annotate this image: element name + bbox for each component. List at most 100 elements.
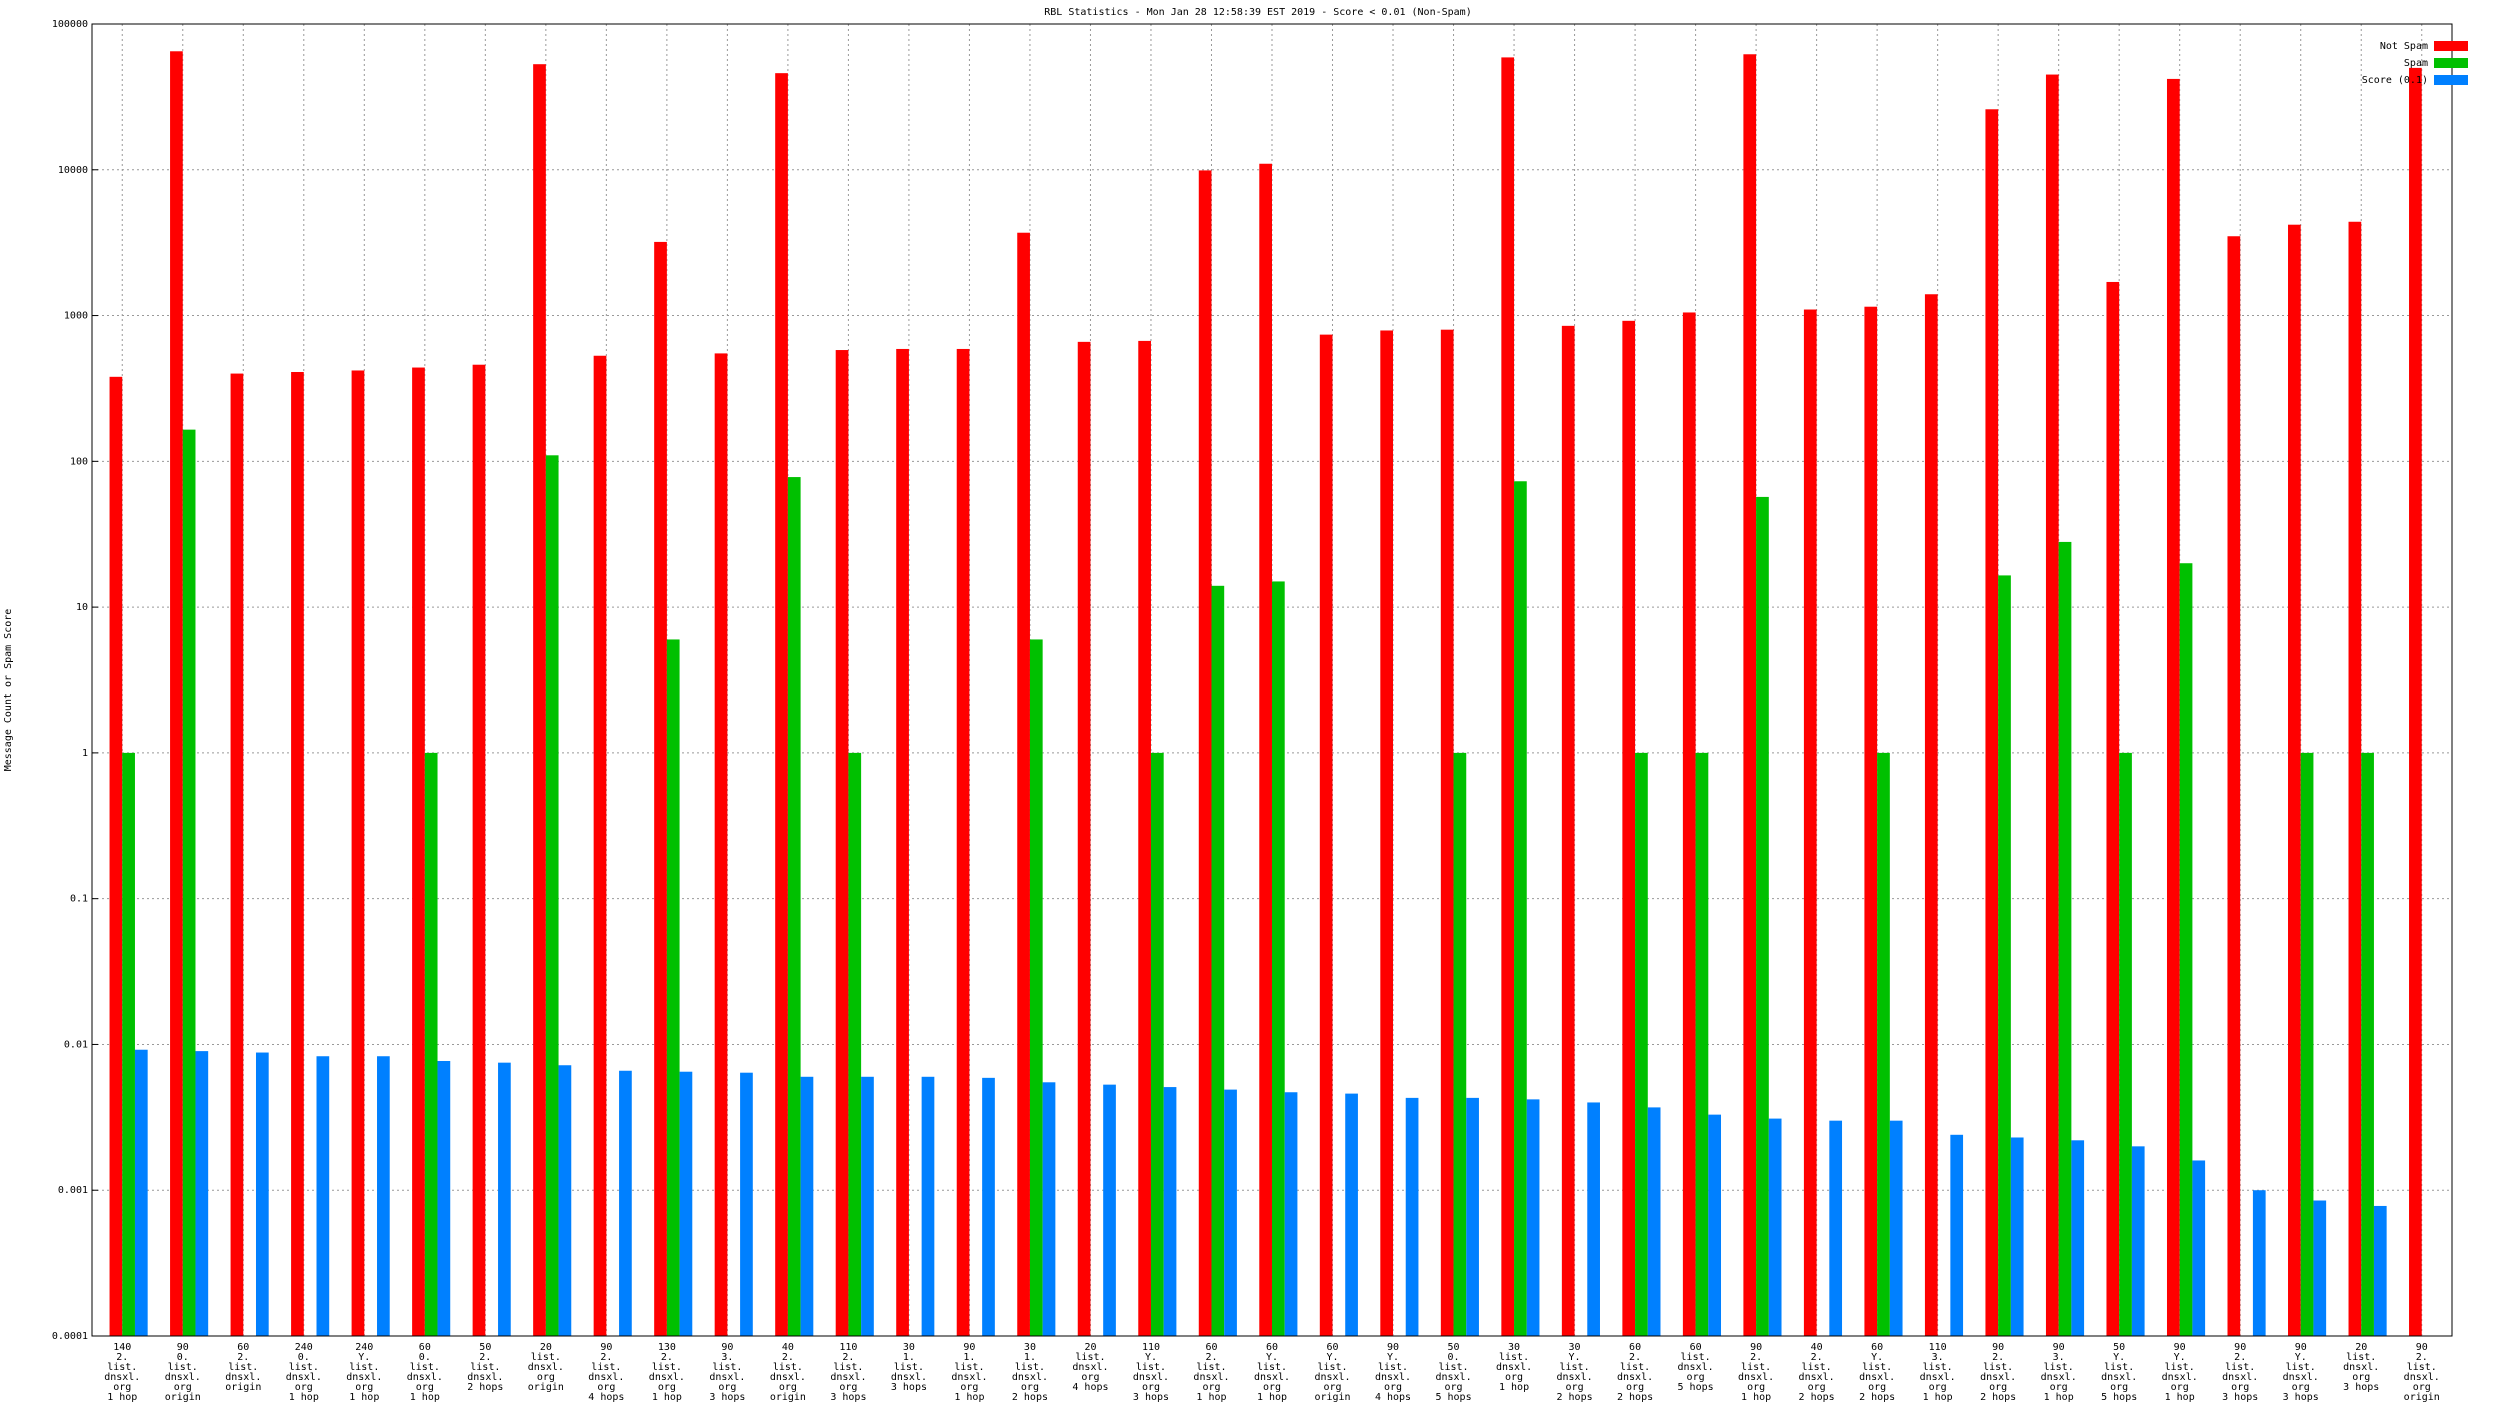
x-tick-label: 3 hops — [709, 1392, 745, 1403]
y-tick-label: 0.0001 — [52, 1331, 88, 1342]
x-tick-label: 1 hop — [2165, 1392, 2195, 1403]
x-tick-label: 1 hop — [954, 1392, 984, 1403]
x-tick-label: origin — [165, 1392, 201, 1403]
x-tick-label: org — [1202, 1382, 1220, 1393]
bar — [2071, 1140, 2085, 1336]
bar — [1345, 1093, 1358, 1336]
bar — [1756, 496, 1769, 1336]
x-tick-label: dnsxl. — [225, 1372, 261, 1383]
bar — [2106, 281, 2120, 1337]
bar — [1501, 57, 1515, 1337]
y-tick-label: 1 — [82, 748, 88, 759]
x-tick-label: list. — [1438, 1362, 1468, 1373]
x-tick-label: dnsxl. — [1193, 1372, 1229, 1383]
x-tick-label: list. — [1196, 1362, 1226, 1373]
x-tick-label: org — [1808, 1382, 1826, 1393]
x-tick-label: dnsxl. — [2041, 1372, 2077, 1383]
x-tick-label: dnsxl. — [1375, 1372, 1411, 1383]
x-tick-label: dnsxl. — [2404, 1372, 2440, 1383]
x-tick-label: 1 hop — [1499, 1382, 1529, 1393]
x-tick-label: 3. — [1932, 1352, 1944, 1363]
x-tick-label: list. — [228, 1362, 258, 1373]
x-tick-label: 110 — [1142, 1342, 1160, 1353]
x-tick-label: 130 — [658, 1342, 676, 1353]
x-tick-label: org — [2413, 1382, 2431, 1393]
bar — [1259, 163, 1272, 1336]
bar — [316, 1056, 330, 1336]
bar — [1017, 232, 1030, 1336]
x-tick-label: dnsxl. — [588, 1372, 624, 1383]
x-tick-label: 0. — [419, 1352, 431, 1363]
bar — [1561, 325, 1575, 1336]
x-tick-label: org — [1505, 1372, 1523, 1383]
bar — [1526, 1099, 1540, 1336]
x-tick-label: dnsxl. — [104, 1372, 140, 1383]
x-tick-label: list. — [1257, 1362, 1287, 1373]
bar — [2252, 1190, 2266, 1336]
x-tick-label: dnsxl. — [2283, 1372, 2319, 1383]
bar — [1138, 340, 1151, 1336]
x-tick-label: 1 hop — [1257, 1392, 1287, 1403]
bar — [2409, 67, 2422, 1336]
x-tick-label: list. — [1741, 1362, 1771, 1373]
bar — [2179, 563, 2193, 1336]
x-tick-label: 90 — [721, 1342, 733, 1353]
x-tick-label: org — [1747, 1382, 1765, 1393]
x-tick-label: 90 — [2174, 1342, 2186, 1353]
bar — [1224, 1089, 1237, 1336]
x-tick-label: list. — [1620, 1362, 1650, 1373]
x-tick-label: 60 — [1326, 1342, 1338, 1353]
x-tick-label: 1 hop — [349, 1392, 379, 1403]
x-tick-label: org — [1626, 1382, 1644, 1393]
y-tick-label: 0.01 — [64, 1039, 88, 1050]
bar — [545, 455, 559, 1336]
x-tick-label: 2. — [479, 1352, 491, 1363]
x-tick-label: dnsxl. — [1859, 1372, 1895, 1383]
x-tick-label: list. — [289, 1362, 319, 1373]
bar — [2300, 752, 2314, 1336]
x-tick-label: Y. — [1387, 1352, 1399, 1363]
x-tick-label: dnsxl. — [1799, 1372, 1835, 1383]
x-tick-label: 2 hops — [1799, 1392, 1835, 1403]
bar — [291, 372, 304, 1336]
bar — [1743, 54, 1757, 1337]
x-tick-label: 1 hop — [1741, 1392, 1771, 1403]
x-tick-label: list. — [1923, 1362, 1953, 1373]
x-tick-label: 20 — [540, 1342, 552, 1353]
x-tick-label: 140 — [113, 1342, 131, 1353]
x-tick-label: 1 hop — [410, 1392, 440, 1403]
legend-label: Not Spam — [2380, 41, 2428, 52]
x-tick-label: Y. — [1266, 1352, 1278, 1363]
x-tick-label: 2. — [1205, 1352, 1217, 1363]
x-tick-label: list. — [1499, 1352, 1529, 1363]
x-tick-label: org — [1081, 1372, 1099, 1383]
x-tick-label: dnsxl. — [1738, 1372, 1774, 1383]
x-tick-label: 90 — [2234, 1342, 2246, 1353]
bar — [1768, 1118, 1782, 1336]
bar — [1985, 109, 1999, 1336]
x-tick-label: 90 — [1992, 1342, 2004, 1353]
x-tick-label: dnsxl. — [1496, 1362, 1532, 1373]
x-tick-label: org — [839, 1382, 857, 1393]
x-tick-label: list. — [773, 1362, 803, 1373]
x-tick-label: 2. — [1992, 1352, 2004, 1363]
x-tick-label: dnsxl. — [407, 1372, 443, 1383]
bar — [437, 1060, 451, 1336]
x-tick-label: 5 hops — [1678, 1382, 1714, 1393]
x-tick-label: 60 — [419, 1342, 431, 1353]
x-tick-label: org — [779, 1382, 797, 1393]
x-tick-label: org — [658, 1382, 676, 1393]
bar — [182, 429, 196, 1336]
x-tick-label: 2 hops — [1859, 1392, 1895, 1403]
x-tick-label: dnsxl. — [649, 1372, 685, 1383]
x-tick-label: 1 hop — [289, 1392, 319, 1403]
x-tick-label: 1 hop — [107, 1392, 137, 1403]
bar — [1150, 752, 1164, 1336]
bar — [1803, 309, 1817, 1336]
x-tick-label: list. — [591, 1362, 621, 1373]
bar — [1647, 1107, 1661, 1336]
x-tick-label: dnsxl. — [2222, 1372, 2258, 1383]
bar — [956, 348, 970, 1337]
bar — [848, 752, 862, 1336]
x-tick-label: dnsxl. — [1314, 1372, 1350, 1383]
